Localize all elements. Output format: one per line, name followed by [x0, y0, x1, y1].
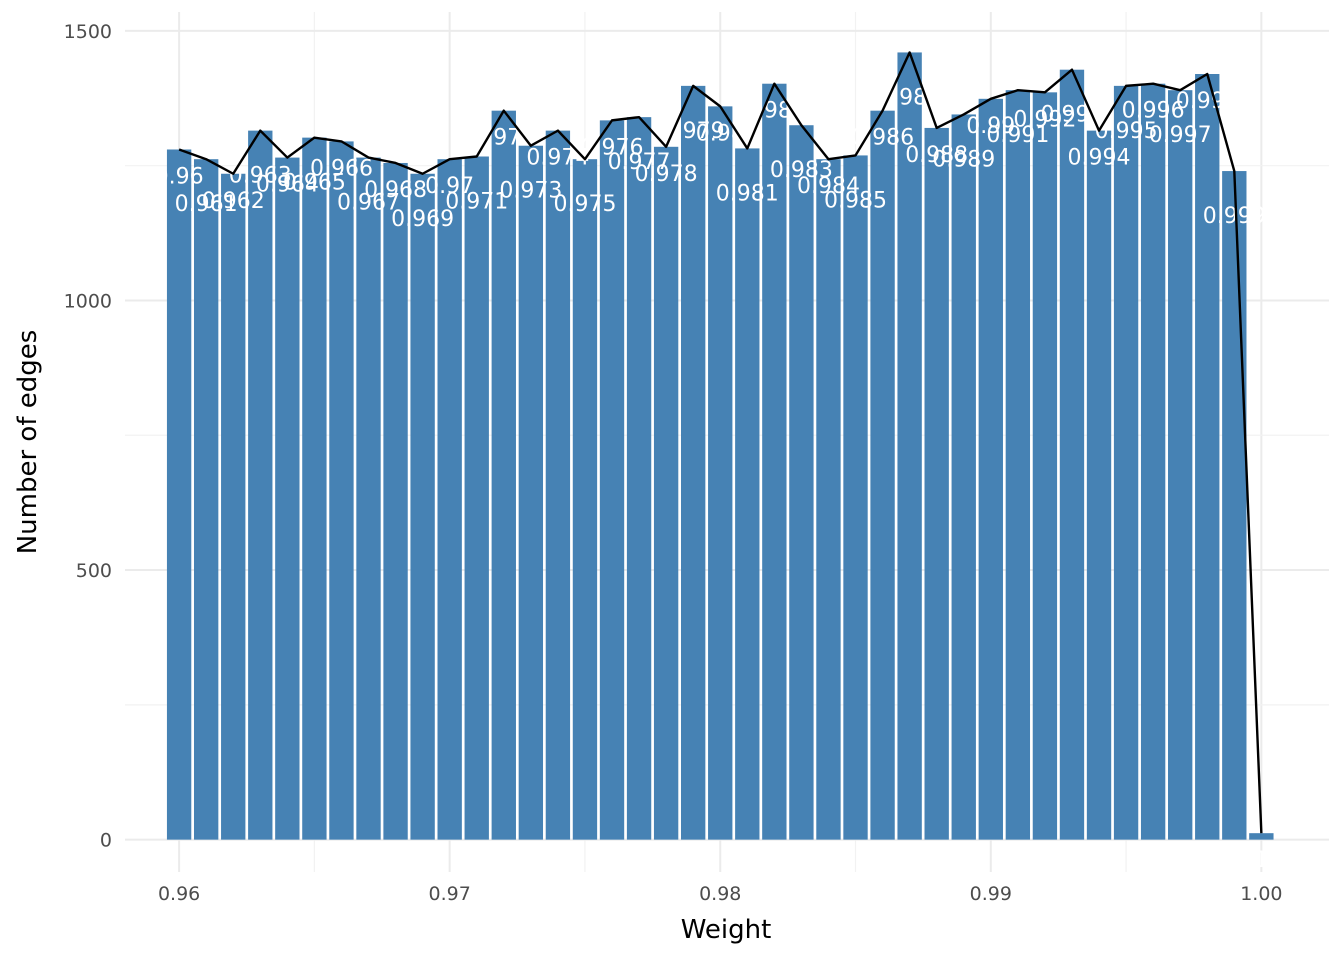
bar-label: 0.973	[499, 179, 562, 204]
bar-label: 0.983	[770, 158, 833, 183]
bar-label: 0.997	[1149, 123, 1212, 148]
bar	[221, 173, 246, 840]
bar-label: 0.985	[824, 188, 887, 213]
x-tick-label: 0.97	[429, 883, 471, 905]
bar	[816, 159, 841, 840]
bar-label: 0.995	[1095, 119, 1158, 144]
x-axis-ticks: 0.96 0.97 0.98 0.99 1.00	[158, 883, 1283, 905]
bar	[1140, 83, 1166, 840]
bar-label: 0.999	[1203, 204, 1266, 229]
bar-label: 0.976	[581, 135, 644, 160]
bar-label: 0.996	[1122, 99, 1185, 124]
bar	[735, 148, 760, 840]
bar-label: 0.977	[608, 150, 671, 175]
bar-label: 0.967	[337, 191, 400, 216]
bar	[1005, 90, 1031, 840]
y-tick-label: 0	[100, 830, 112, 852]
bar-label: 0.994	[1068, 146, 1131, 171]
y-tick-label: 500	[76, 560, 112, 582]
bar-label: 0.96	[155, 164, 204, 189]
x-tick-label: 0.96	[158, 883, 200, 905]
bar	[789, 125, 814, 840]
bar	[302, 137, 327, 840]
bar-label: 1	[1254, 848, 1268, 873]
bar	[248, 130, 273, 840]
bar-label: 0.978	[635, 162, 698, 187]
bar	[1222, 171, 1247, 840]
bar	[1113, 85, 1139, 840]
bar	[599, 120, 625, 840]
line-layer	[178, 51, 1263, 834]
y-axis-title: Number of edges	[13, 330, 43, 555]
bar	[1195, 74, 1220, 840]
bar-label: 0.984	[797, 174, 860, 199]
bar	[951, 114, 976, 840]
bar-label: 0.963	[229, 164, 292, 189]
bar	[356, 157, 381, 840]
bar-label: 0.97	[425, 174, 474, 199]
bar	[653, 146, 679, 840]
bar	[897, 52, 922, 840]
bar	[1249, 833, 1274, 840]
bar	[464, 156, 489, 840]
bar	[410, 173, 435, 840]
bar	[626, 117, 652, 840]
bar-label: 0.965	[283, 171, 346, 196]
bar-label: 0.971	[445, 190, 508, 215]
bar	[491, 110, 516, 840]
y-axis-ticks: 0 500 1000 1500	[64, 21, 112, 852]
bar	[193, 159, 219, 840]
bar-label: 0.975	[553, 192, 616, 217]
bar	[1168, 90, 1193, 840]
bar-label: 0.969	[391, 207, 454, 232]
bar	[1059, 69, 1085, 840]
bar	[762, 83, 787, 840]
bar-label: 0.989	[932, 147, 995, 172]
bar-labels: 0.960.9610.9620.9630.9640.9650.9660.9670…	[155, 85, 1269, 873]
y-tick-label: 1500	[64, 21, 112, 43]
bar	[329, 141, 354, 840]
bars	[166, 52, 1274, 840]
bar	[843, 155, 868, 840]
x-tick-label: 1.00	[1240, 883, 1282, 905]
bar-label: 0.992	[1013, 107, 1076, 132]
frequency-line	[178, 51, 1263, 834]
bar	[572, 159, 598, 840]
bar-label: 0.991	[986, 123, 1049, 148]
bar-label: 0.968	[364, 178, 427, 203]
bar	[518, 145, 544, 840]
x-tick-label: 0.98	[699, 883, 741, 905]
bar-label: 0.99	[966, 114, 1015, 139]
bar	[166, 149, 192, 840]
x-axis-title: Weight	[681, 915, 772, 945]
bar	[870, 110, 895, 840]
bar-label: 0.962	[202, 189, 265, 214]
bar-label: 0.964	[256, 173, 319, 198]
bar	[437, 159, 462, 840]
bar-label: 0.974	[526, 146, 589, 171]
bar	[681, 85, 706, 840]
bar-label: 0.961	[175, 192, 238, 217]
bar-label: 0.982	[743, 99, 806, 124]
y-tick-label: 1000	[64, 290, 112, 312]
bar	[978, 98, 1003, 840]
bar	[545, 130, 571, 840]
bar	[924, 127, 949, 840]
bar-label: 0.966	[310, 156, 373, 181]
bar	[1032, 92, 1058, 840]
bar	[1086, 130, 1112, 840]
bar	[275, 157, 300, 840]
bar-label: 0.998	[1176, 89, 1239, 114]
bar-label: 0.988	[905, 143, 968, 168]
x-tick-label: 0.99	[970, 883, 1012, 905]
bar	[383, 162, 408, 840]
bar-label: 0.981	[716, 181, 779, 206]
bar	[708, 106, 733, 840]
